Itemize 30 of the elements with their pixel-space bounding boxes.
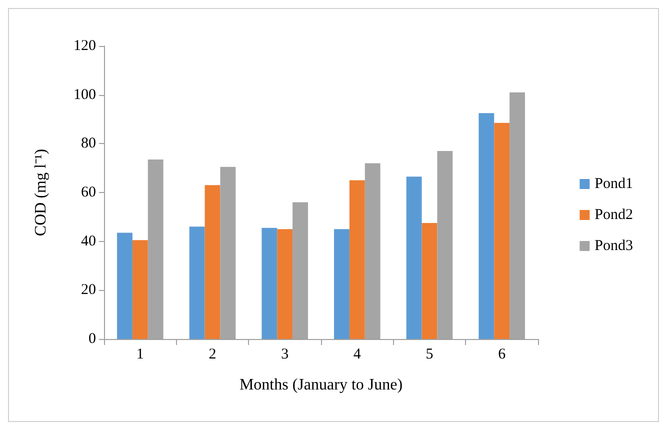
x-tick-label: 6 <box>498 346 506 362</box>
bar <box>189 226 205 339</box>
x-axis-title: Months (January to June) <box>239 376 403 394</box>
bar <box>277 229 293 339</box>
bar <box>478 113 494 339</box>
x-tick-label: 4 <box>353 346 362 362</box>
y-tick-label: 40 <box>81 233 96 250</box>
bar <box>117 232 132 339</box>
legend-label: Pond2 <box>594 207 633 223</box>
bar <box>406 176 422 339</box>
x-tick-label: 1 <box>136 346 144 362</box>
bar <box>204 185 220 339</box>
y-axis-title: COD (mg l⁻¹) <box>32 148 50 236</box>
x-tick-label: 3 <box>281 346 289 362</box>
legend-label: Pond1 <box>594 176 633 192</box>
bar <box>132 240 148 339</box>
y-tick-label: 20 <box>81 282 96 298</box>
legend-label: Pond3 <box>594 238 633 254</box>
y-tick-label: 60 <box>81 184 96 200</box>
bar <box>262 228 278 339</box>
y-tick-label: 100 <box>74 86 96 103</box>
bar <box>422 223 438 339</box>
y-tick-label: 0 <box>88 331 96 347</box>
x-tick-label: 5 <box>426 346 434 362</box>
bar <box>494 122 510 339</box>
y-tick-label: 80 <box>81 136 96 152</box>
bar <box>334 229 350 339</box>
y-tick-label: 120 <box>74 38 96 54</box>
x-tick-label: 2 <box>208 346 216 362</box>
bar <box>349 180 365 339</box>
